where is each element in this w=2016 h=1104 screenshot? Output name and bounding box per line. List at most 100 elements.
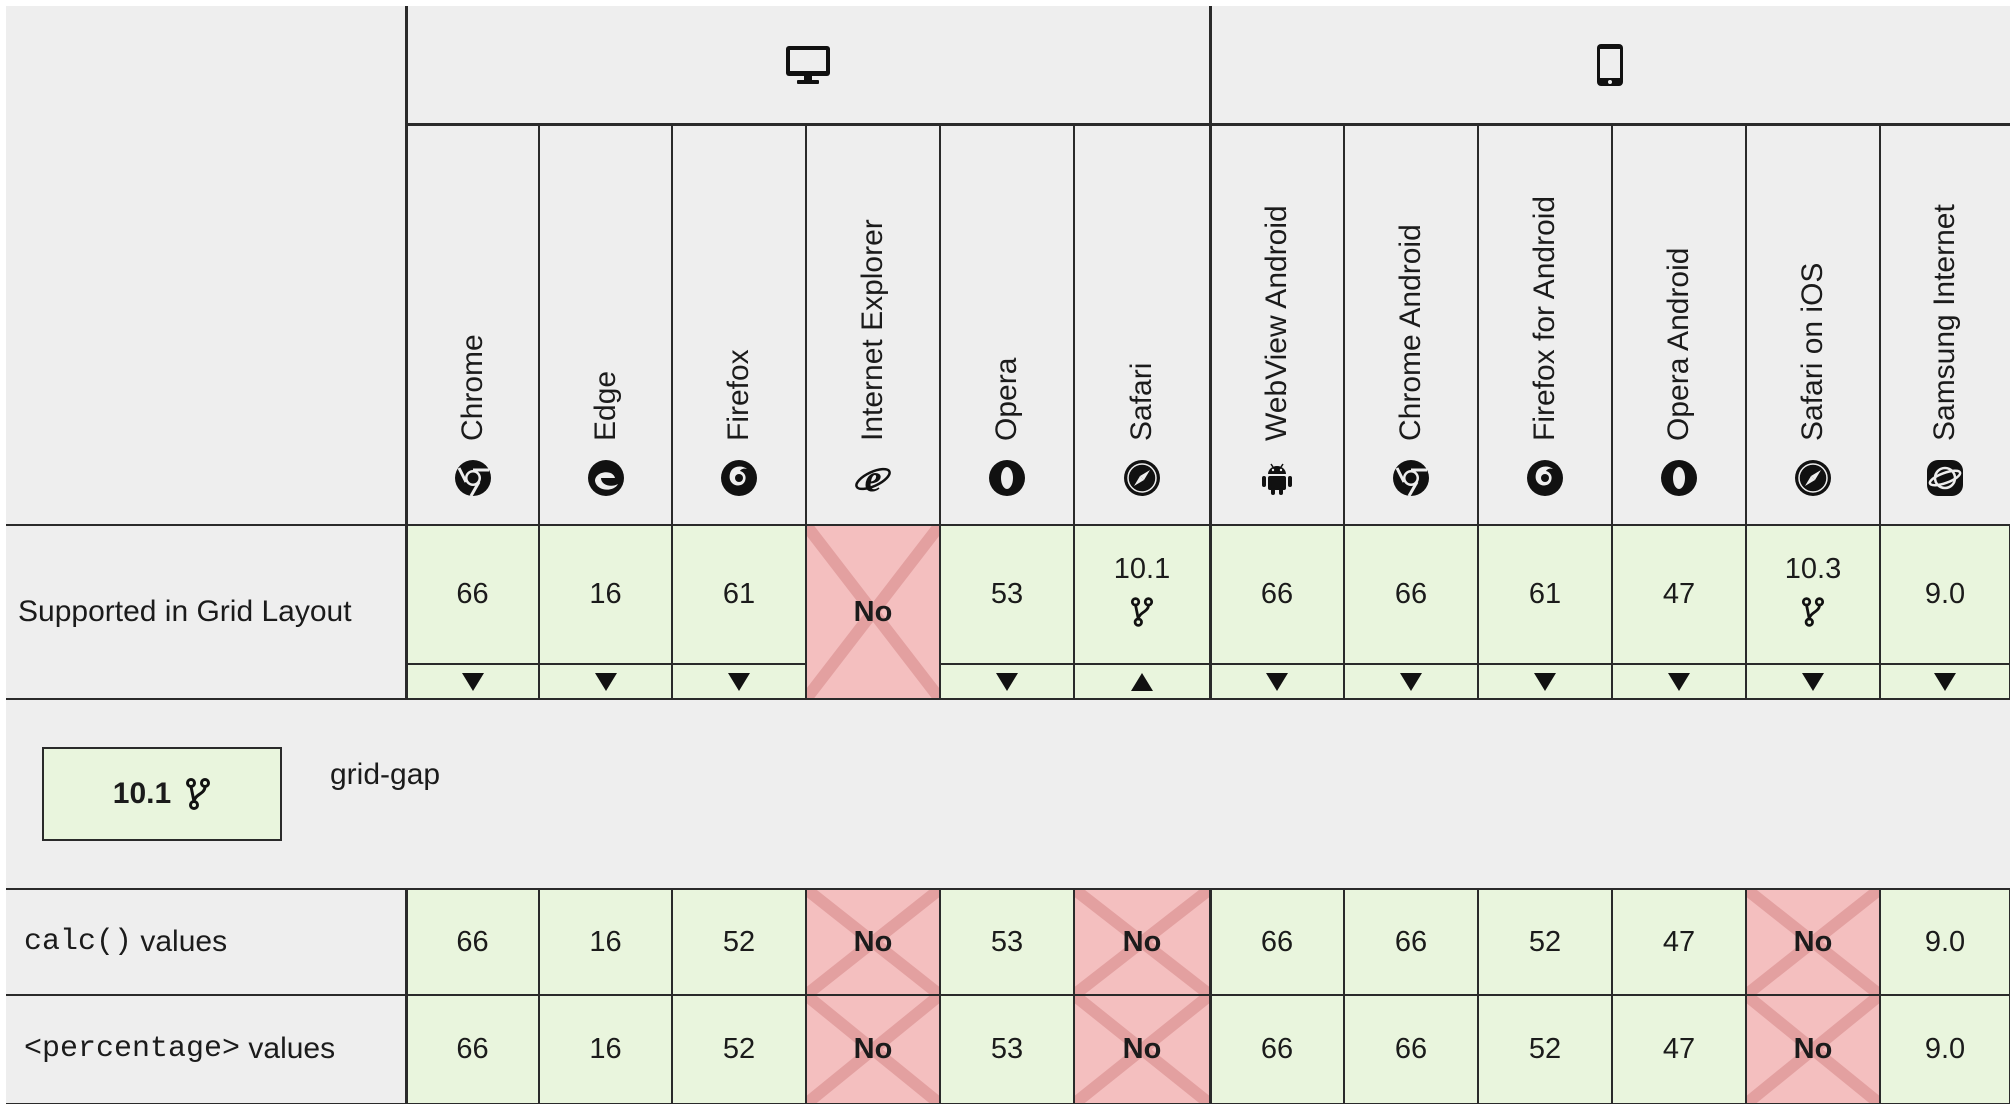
browser-name: Chrome	[455, 334, 489, 441]
version-value: 10.3	[1784, 553, 1842, 585]
support-cell-chrome-android: 66	[1344, 995, 1478, 1104]
expand-toggle[interactable]	[1344, 664, 1478, 699]
expand-toggle[interactable]	[1210, 664, 1344, 699]
border-line	[6, 994, 2010, 996]
expand-toggle[interactable]	[1880, 664, 2010, 699]
chrome-icon	[454, 459, 492, 497]
version-value: 66	[456, 1033, 489, 1065]
support-cell-safari[interactable]: 10.1	[1074, 525, 1210, 664]
border-line	[1879, 889, 1881, 1104]
expand-triangle-icon	[1266, 672, 1288, 691]
support-cell-firefox[interactable]: 61	[672, 525, 806, 664]
border-line	[805, 124, 807, 525]
version-value: 52	[722, 925, 756, 958]
version-value: 9.0	[1924, 925, 1966, 958]
support-cell-firefox-for-android[interactable]: 61	[1478, 525, 1612, 664]
browser-name: Safari on iOS	[1796, 262, 1829, 441]
opera-icon	[988, 459, 1026, 497]
border-line	[939, 124, 941, 525]
version-value: 16	[589, 1033, 622, 1065]
browser-header-safari-on-ios: Safari on iOS	[1746, 124, 1880, 525]
version-value: 16	[589, 925, 622, 958]
browser-compat-table: Chrome Edge Firefox Internet Explorer e Opera…	[6, 6, 2010, 1104]
version-value: 66	[1260, 578, 1294, 610]
support-cell-webview-android[interactable]: 66	[1210, 525, 1344, 664]
version-value: No	[1793, 1033, 1833, 1065]
border-line	[1343, 889, 1345, 1104]
safari-icon	[1123, 459, 1161, 497]
version-value: No	[1793, 925, 1833, 958]
version-value: No	[853, 595, 893, 628]
support-cell-chrome-android[interactable]: 66	[1344, 525, 1478, 664]
border-line	[6, 698, 2010, 700]
browser-name: Firefox for Android	[1528, 195, 1561, 441]
browser-header-opera: Opera	[940, 124, 1074, 525]
border-line	[406, 663, 806, 665]
border-line	[939, 525, 941, 699]
expand-toggle[interactable]	[539, 664, 672, 699]
border-line	[2009, 525, 2010, 699]
browser-name: Safari	[1125, 362, 1158, 441]
support-cell-chrome[interactable]: 66	[406, 525, 539, 664]
alt-name-fork-icon	[186, 778, 211, 810]
note-text: grid-gap	[330, 758, 441, 791]
ie-icon: e	[854, 458, 892, 500]
desktop-icon	[786, 46, 830, 84]
border-line	[1745, 889, 1747, 1104]
support-cell-safari-on-ios: No	[1746, 995, 1880, 1104]
opera-icon	[1660, 459, 1698, 497]
support-cell-opera-android[interactable]: 47	[1612, 525, 1746, 664]
browser-header-webview-android: WebView Android	[1210, 124, 1344, 525]
expand-toggle[interactable]	[1746, 664, 1880, 699]
expand-triangle-icon	[1934, 672, 1956, 691]
browser-name: Edge	[588, 370, 622, 441]
support-cell-internet-explorer: No	[806, 889, 940, 995]
support-cell-samsung-internet: 9.0	[1880, 889, 2010, 995]
border-line	[6, 888, 2010, 890]
alt-name-fork-icon	[1130, 597, 1154, 627]
support-cell-firefox: 52	[672, 889, 806, 995]
support-cell-chrome: 66	[406, 889, 539, 995]
alt-name-fork-icon	[1801, 597, 1825, 627]
version-value: 9.0	[1924, 578, 1966, 610]
border-line	[1477, 889, 1479, 1104]
version-value: 61	[722, 578, 756, 610]
border-line	[671, 525, 673, 699]
svg-text:e: e	[865, 459, 882, 497]
expand-toggle[interactable]	[406, 664, 539, 699]
browser-header-edge: Edge	[539, 124, 672, 525]
border-line	[1879, 525, 1881, 699]
support-cell-safari-on-ios: No	[1746, 889, 1880, 995]
browser-header-internet-explorer: Internet Explorer e	[806, 124, 940, 525]
browser-name: WebView Android	[1260, 205, 1293, 441]
expand-toggle[interactable]	[672, 664, 806, 699]
support-cell-firefox-for-android: 52	[1478, 889, 1612, 995]
border-line	[805, 889, 807, 1104]
border-line	[1611, 889, 1613, 1104]
expand-toggle[interactable]	[1478, 664, 1612, 699]
browser-header-samsung-internet: Samsung Internet	[1880, 124, 2010, 525]
expand-toggle[interactable]	[940, 664, 1074, 699]
border-line	[1073, 124, 1075, 525]
mobile-icon	[1597, 44, 1623, 86]
version-value: 66	[1394, 925, 1428, 958]
border-line	[1073, 889, 1075, 1104]
browser-header-chrome: Chrome	[406, 124, 539, 525]
support-cell-samsung-internet[interactable]: 9.0	[1880, 525, 2010, 664]
version-value: 66	[1394, 578, 1428, 610]
version-value: 47	[1662, 578, 1696, 610]
version-value: No	[853, 925, 893, 958]
support-cell-opera[interactable]: 53	[940, 525, 1074, 664]
expand-toggle[interactable]	[1074, 664, 1210, 699]
border-line	[940, 663, 2010, 665]
support-cell-webview-android: 66	[1210, 889, 1344, 995]
support-cell-chrome: 66	[406, 995, 539, 1104]
expand-toggle[interactable]	[1612, 664, 1746, 699]
border-line	[405, 889, 408, 1104]
border-line	[671, 889, 673, 1104]
support-cell-safari-on-ios[interactable]: 10.3	[1746, 525, 1880, 664]
support-cell-safari: No	[1074, 889, 1210, 995]
border-line	[6, 524, 2010, 526]
support-cell-edge[interactable]: 16	[539, 525, 672, 664]
expand-triangle-icon	[1668, 672, 1690, 691]
